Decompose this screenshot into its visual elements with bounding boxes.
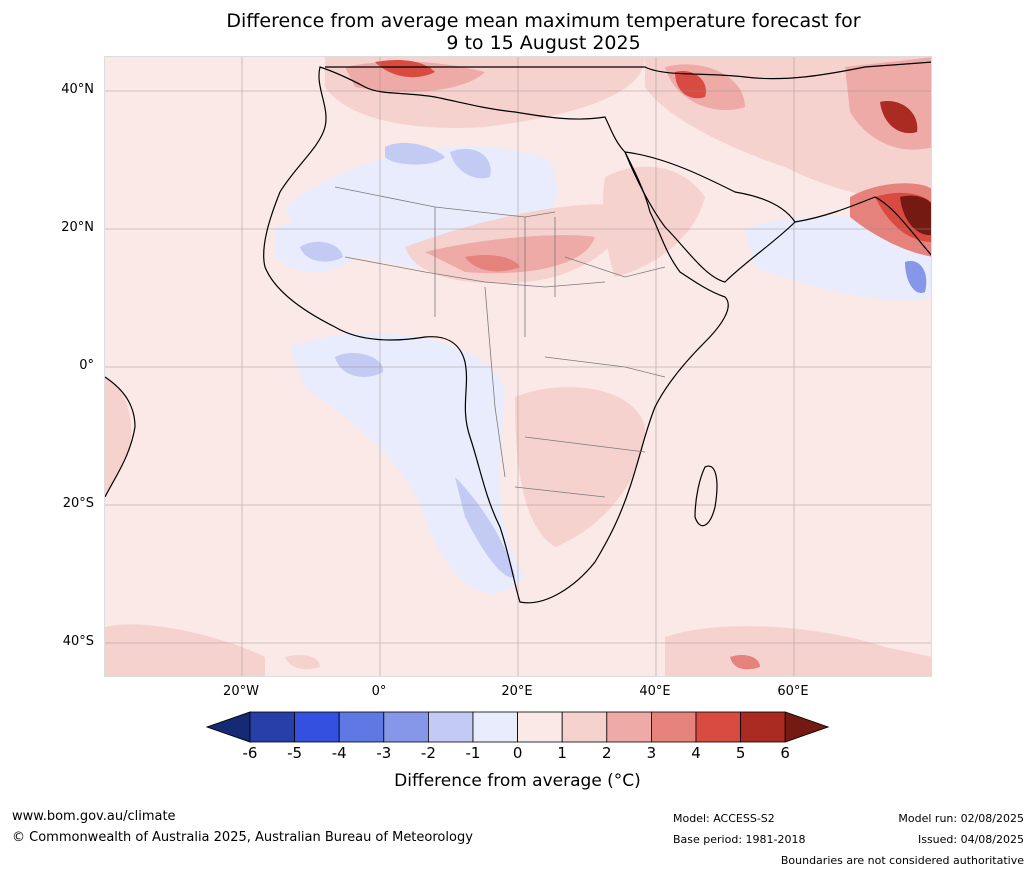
footer-issued: Issued: 04/08/2025 <box>917 833 1024 846</box>
footer-model-run: Model run: 02/08/2025 <box>898 812 1024 825</box>
colorbar-swatch <box>695 711 741 743</box>
colorbar-tick-label: 1 <box>557 744 567 762</box>
colorbar-max-extension <box>784 711 830 743</box>
map-canvas <box>105 57 931 676</box>
colorbar-tick-label: 0 <box>512 744 523 762</box>
lat-label-40s: 40°S <box>62 634 94 649</box>
lon-label-40e: 40°E <box>639 684 671 699</box>
colorbar-swatch <box>606 711 652 743</box>
footer-copyright: © Commonwealth of Australia 2025, Austra… <box>12 830 473 845</box>
colorbar <box>205 711 830 747</box>
colorbar-tick-label: -4 <box>331 744 347 762</box>
lat-label-20s: 20°S <box>62 496 94 511</box>
anomaly-fields <box>105 57 931 676</box>
colorbar-min-extension <box>205 711 251 743</box>
colorbar-tick-label: 3 <box>646 744 657 762</box>
colorbar-swatch <box>249 711 295 743</box>
colorbar-swatch <box>740 711 786 743</box>
colorbar-swatch <box>338 711 385 743</box>
footer-disclaimer: Boundaries are not considered authoritat… <box>780 854 1024 867</box>
lon-label-60e: 60°E <box>777 684 809 699</box>
colorbar-tick-label: -6 <box>242 744 258 762</box>
colorbar-tick-label: 2 <box>602 744 612 762</box>
colorbar-label: Difference from average (°C) <box>394 771 641 791</box>
lat-label-equator: 0° <box>79 358 94 373</box>
lon-label-20e: 20°E <box>501 684 533 699</box>
colorbar-swatch <box>427 711 474 743</box>
colorbar-tick-label: 4 <box>691 744 701 762</box>
lat-label-40n: 40°N <box>61 82 94 97</box>
title-line-2: 9 to 15 August 2025 <box>446 32 641 54</box>
colorbar-tick-label: -1 <box>465 744 481 762</box>
forecast-map <box>104 56 932 677</box>
colorbar-swatch <box>294 711 340 743</box>
lat-label-20n: 20°N <box>61 220 94 235</box>
coastlines <box>105 61 931 604</box>
footer-website: www.bom.gov.au/climate <box>12 809 176 824</box>
footer-model: Model: ACCESS-S2 <box>673 812 775 825</box>
footer-base-period: Base period: 1981-2018 <box>673 833 806 846</box>
colorbar-tick-label: -2 <box>420 744 436 762</box>
country-borders <box>334 186 666 498</box>
colorbar-swatches <box>205 711 830 743</box>
map-title: Difference from average mean maximum tem… <box>0 10 1035 54</box>
colorbar-swatch <box>383 711 429 743</box>
colorbar-swatch <box>650 711 697 743</box>
colorbar-tick-label: -3 <box>376 744 392 762</box>
colorbar-tick-label: 6 <box>780 744 790 762</box>
colorbar-swatch <box>517 711 563 743</box>
colorbar-swatch <box>561 711 608 743</box>
lon-label-20w: 20°W <box>223 684 259 699</box>
colorbar-swatch <box>472 711 518 743</box>
title-line-1: Difference from average mean maximum tem… <box>226 10 861 32</box>
graticule <box>105 57 931 676</box>
lon-label-0: 0° <box>371 684 387 699</box>
colorbar-tick-label: 5 <box>735 744 746 762</box>
colorbar-tick-label: -5 <box>287 744 303 762</box>
